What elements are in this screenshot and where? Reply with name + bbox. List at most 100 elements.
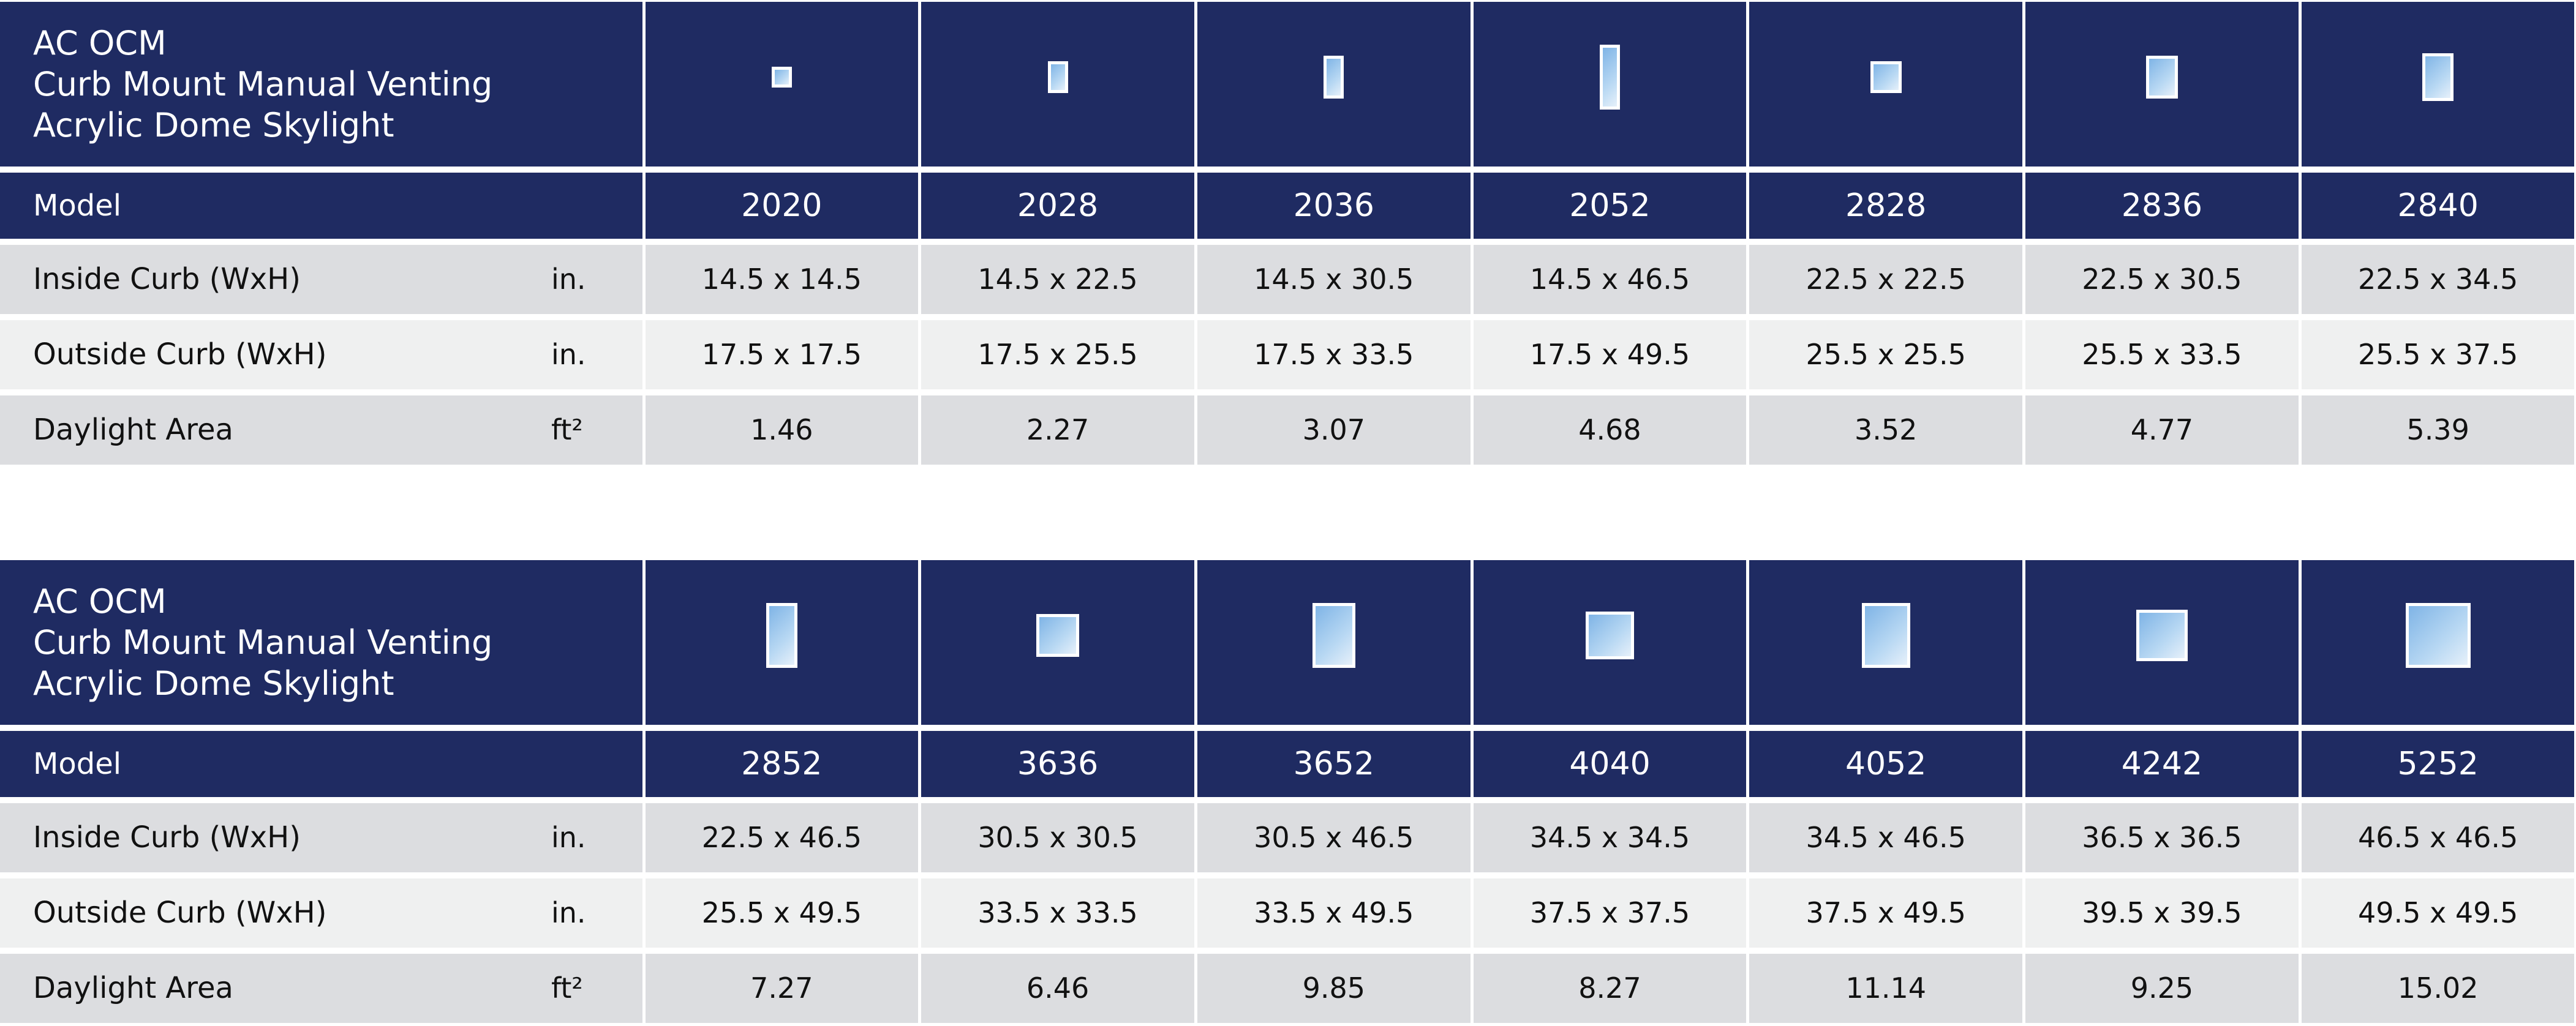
data-cell: 25.5 x 25.5 [1749,320,2023,389]
data-value: 30.5 x 30.5 [977,821,1138,854]
skylight-icon [2405,602,2471,668]
data-cell: 33.5 x 49.5 [1197,878,1471,948]
data-value: 22.5 x 34.5 [2357,263,2518,296]
data-value: 9.25 [2130,972,2194,1005]
data-value: 46.5 x 46.5 [2357,821,2518,854]
title-line: Curb Mount Manual Venting [33,623,493,662]
row-unit: in. [551,821,586,854]
data-value: 49.5 x 49.5 [2357,896,2518,929]
data-cell: 7.27 [645,953,919,1023]
data-value: 14.5 x 14.5 [701,263,862,296]
data-cell: 22.5 x 22.5 [1749,244,2023,314]
data-value: 22.5 x 30.5 [2082,263,2242,296]
data-cell: 30.5 x 46.5 [1197,803,1471,872]
icon-cell [1473,560,1747,725]
data-cell: 14.5 x 22.5 [921,244,1194,314]
model-number: 3636 [1017,745,1099,782]
model-number: 2052 [1569,187,1651,224]
model-cell: 2852 [645,730,919,797]
row-label-text: Inside Curb (WxH) [33,262,301,296]
data-cell: 22.5 x 30.5 [2025,244,2299,314]
data-cell: 25.5 x 37.5 [2301,320,2575,389]
model-cell: 3636 [921,730,1194,797]
data-value: 34.5 x 34.5 [1529,821,1690,854]
row-label: Outside Curb (WxH) in. [0,320,642,389]
title-line: AC OCM [33,23,167,62]
model-label-text: Model [33,188,122,223]
icon-cell [2025,560,2299,725]
data-cell: 14.5 x 14.5 [645,244,919,314]
model-number: 2028 [1017,187,1099,224]
model-label-text: Model [33,746,122,781]
data-value: 17.5 x 25.5 [977,338,1138,371]
row-unit: in. [551,896,586,929]
data-value: 15.02 [2397,972,2479,1005]
data-value: 14.5 x 22.5 [977,263,1138,296]
data-value: 37.5 x 49.5 [1806,896,1966,929]
skylight-icon [771,67,792,88]
data-value: 22.5 x 46.5 [701,821,862,854]
data-cell: 3.52 [1749,395,2023,465]
model-label: Model [0,730,642,797]
skylight-icon [1861,602,1910,668]
model-number: 4052 [1845,745,1927,782]
icon-cell [645,560,919,725]
model-cell: 2020 [645,172,919,239]
icon-cell [921,560,1194,725]
model-cell: 2036 [1197,172,1471,239]
data-cell: 2.27 [921,395,1194,465]
data-value: 3.52 [1854,413,1918,446]
data-cell: 17.5 x 33.5 [1197,320,1471,389]
data-cell: 14.5 x 30.5 [1197,244,1471,314]
model-label: Model [0,172,642,239]
data-value: 9.85 [1302,972,1365,1005]
skylight-icon [1036,614,1079,657]
model-cell: 4052 [1749,730,2023,797]
data-value: 17.5 x 33.5 [1254,338,1414,371]
model-number: 2840 [2397,187,2479,224]
icon-cell [2301,560,2575,725]
icon-cell [2025,1,2299,167]
data-cell: 4.68 [1473,395,1747,465]
data-cell: 3.07 [1197,395,1471,465]
data-cell: 9.25 [2025,953,2299,1023]
model-number: 3652 [1293,745,1374,782]
data-cell: 37.5 x 37.5 [1473,878,1747,948]
model-cell: 2840 [2301,172,2575,239]
data-value: 14.5 x 30.5 [1254,263,1414,296]
data-value: 8.27 [1578,972,1641,1005]
data-value: 25.5 x 37.5 [2357,338,2518,371]
data-value: 25.5 x 33.5 [2082,338,2242,371]
model-cell: 2828 [1749,172,2023,239]
row-label-text: Outside Curb (WxH) [33,896,327,930]
data-value: 30.5 x 46.5 [1254,821,1414,854]
icon-cell [1197,560,1471,725]
data-value: 17.5 x 49.5 [1529,338,1690,371]
skylight-icon [766,602,797,668]
data-value: 4.68 [1578,413,1641,446]
data-cell: 36.5 x 36.5 [2025,803,2299,872]
row-label-text: Inside Curb (WxH) [33,820,301,855]
data-cell: 17.5 x 17.5 [645,320,919,389]
model-cell: 2836 [2025,172,2299,239]
model-number: 2836 [2121,187,2203,224]
data-value: 3.07 [1302,413,1365,446]
data-cell: 30.5 x 30.5 [921,803,1194,872]
table-title: AC OCM Curb Mount Manual Venting Acrylic D… [0,560,642,725]
data-value: 39.5 x 39.5 [2082,896,2242,929]
data-cell: 22.5 x 34.5 [2301,244,2575,314]
data-cell: 25.5 x 33.5 [2025,320,2299,389]
data-cell: 14.5 x 46.5 [1473,244,1747,314]
data-value: 7.27 [750,972,813,1005]
data-cell: 37.5 x 49.5 [1749,878,2023,948]
data-cell: 25.5 x 49.5 [645,878,919,948]
data-value: 25.5 x 25.5 [1806,338,1966,371]
icon-cell [2301,1,2575,167]
data-value: 22.5 x 22.5 [1806,263,1966,296]
title-line: AC OCM [33,582,167,621]
data-cell: 9.85 [1197,953,1471,1023]
title-line: Curb Mount Manual Venting [33,64,493,103]
model-number: 2828 [1845,187,1927,224]
row-unit: ft² [551,972,583,1005]
model-number: 2020 [741,187,823,224]
